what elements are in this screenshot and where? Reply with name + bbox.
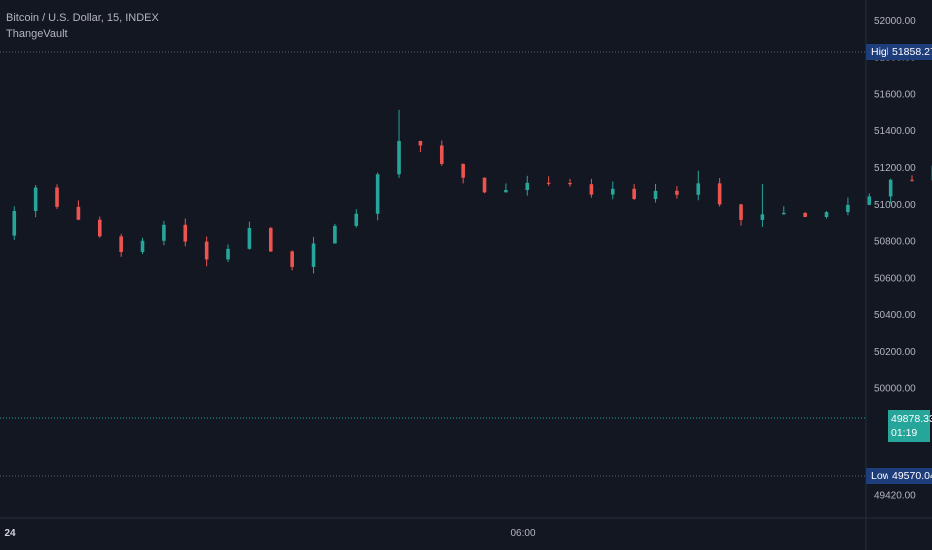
- candle-body: [290, 251, 294, 267]
- candle-body: [33, 187, 38, 212]
- candle-body: [781, 212, 786, 215]
- candle-body: [461, 163, 465, 178]
- price-tick-label: 51000.00: [874, 200, 916, 211]
- candle-body: [311, 243, 316, 267]
- reference-lines: [0, 51, 866, 477]
- candle-body: [888, 179, 893, 197]
- chart-legend: Bitcoin / U.S. Dollar, 15, INDEX ThangeV…: [6, 10, 159, 42]
- candle-body: [397, 140, 401, 175]
- candle-body: [717, 183, 722, 205]
- candle-body: [867, 196, 872, 205]
- low-label: Low: [866, 468, 896, 484]
- price-tick-label: 49420.00: [874, 490, 916, 501]
- high-value: 51858.27: [888, 44, 932, 60]
- candles: [12, 109, 932, 274]
- candle-body: [546, 182, 551, 184]
- candle-body: [696, 183, 701, 195]
- price-tick-label: 50800.00: [874, 237, 916, 248]
- bar-countdown: 01:19: [891, 427, 918, 439]
- price-tick-label: 51200.00: [874, 163, 916, 174]
- candle-body: [76, 206, 81, 220]
- candle-body: [589, 184, 594, 195]
- candle-body: [632, 188, 636, 199]
- price-tick-label: 52000.00: [874, 16, 916, 27]
- price-tick-label: 51600.00: [874, 89, 916, 100]
- candle-body: [226, 248, 230, 260]
- candle-body: [97, 219, 102, 237]
- candle-body: [418, 140, 423, 146]
- candle-body: [504, 190, 508, 193]
- price-tick-label: 50600.00: [874, 273, 916, 284]
- time-axis[interactable]: 2406:0012:0018:002506:0012:0018:002606:0…: [0, 517, 932, 539]
- candle-body: [333, 225, 337, 244]
- candle-body: [183, 224, 188, 242]
- symbol-title: Bitcoin / U.S. Dollar, 15, INDEX: [6, 12, 159, 24]
- candle-body: [354, 213, 359, 226]
- candle-body: [12, 211, 17, 236]
- candle-body: [247, 228, 252, 249]
- indicator-name: ThangeVault: [6, 28, 68, 40]
- candle-body: [846, 204, 850, 213]
- last-price-tag: 49878.33 01:19: [888, 410, 932, 442]
- last-price-value: 49878.33: [891, 413, 932, 425]
- candle-body: [760, 214, 765, 220]
- candle-body: [268, 228, 273, 252]
- candle-body: [119, 236, 123, 252]
- candle-body: [910, 179, 914, 181]
- candle-body: [55, 187, 59, 207]
- candle-body: [525, 182, 530, 191]
- candle-body: [739, 204, 743, 220]
- candle-body: [653, 190, 658, 199]
- price-tick-label: 50000.00: [874, 384, 916, 395]
- candle-body: [204, 241, 209, 260]
- candle-body: [439, 145, 444, 164]
- candle-body: [482, 177, 487, 193]
- candle-body: [610, 188, 615, 195]
- candle-body: [824, 212, 829, 217]
- price-tick-label: 50400.00: [874, 310, 916, 321]
- candle-body: [568, 182, 572, 185]
- price-tick-label: 50200.00: [874, 347, 916, 358]
- candle-body: [140, 240, 145, 252]
- time-tick-label: 24: [4, 528, 16, 539]
- low-value: 49570.04: [888, 468, 932, 484]
- candle-body: [675, 190, 679, 195]
- candle-body: [162, 224, 166, 241]
- price-tick-label: 51400.00: [874, 126, 916, 137]
- candle-body: [803, 212, 807, 217]
- time-tick-label: 06:00: [510, 528, 535, 539]
- candle-body: [375, 174, 380, 214]
